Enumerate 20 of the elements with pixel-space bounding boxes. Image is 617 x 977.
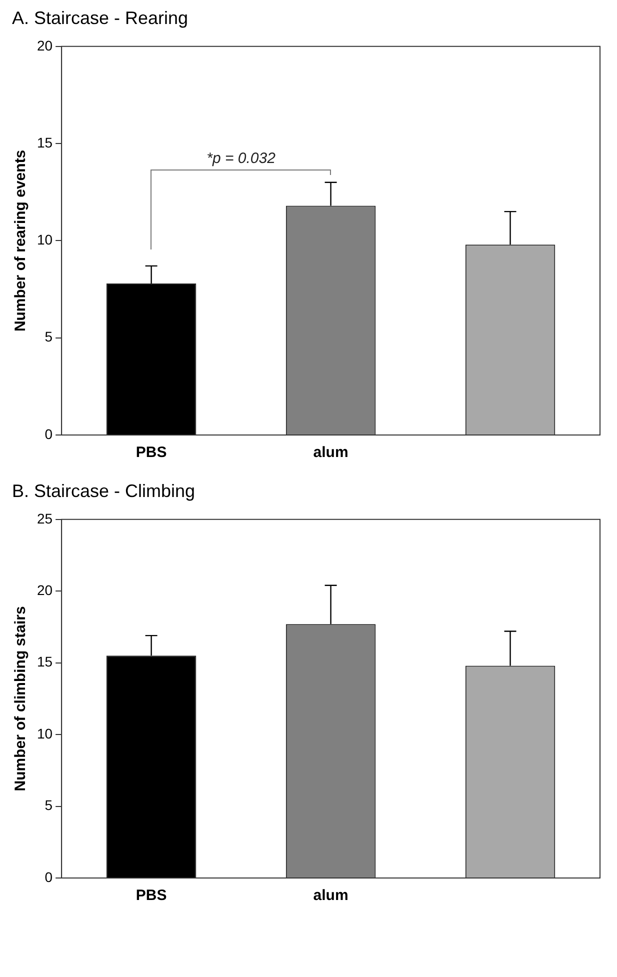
y-tick-label: 25	[36, 510, 53, 526]
y-tick-label: 0	[44, 426, 53, 442]
annotation: *p = 0.032	[206, 150, 276, 168]
y-tick-label: 5	[44, 328, 53, 345]
y-axis-title: Number of climbing stairs	[12, 606, 30, 792]
y-tick-label: 20	[36, 582, 53, 598]
y-tick-label: 15	[36, 654, 53, 670]
x-tick-label: PBS	[136, 887, 167, 904]
y-tick-label: 0	[44, 868, 53, 885]
y-tick-label: 5	[44, 797, 53, 814]
chart-title: B. Staircase - Climbing	[12, 481, 196, 502]
y-tick-label: 10	[36, 232, 53, 248]
x-tick-label: alum	[313, 887, 348, 904]
x-tick-label: PBS	[136, 444, 167, 462]
x-tick-label: alum	[313, 444, 348, 462]
y-axis-title: Number of rearing events	[12, 150, 30, 332]
y-tick-label: 20	[36, 37, 53, 54]
y-tick-label: 10	[36, 725, 53, 742]
y-tick-label: 15	[36, 134, 53, 150]
chart-title: A. Staircase - Rearing	[12, 8, 190, 29]
